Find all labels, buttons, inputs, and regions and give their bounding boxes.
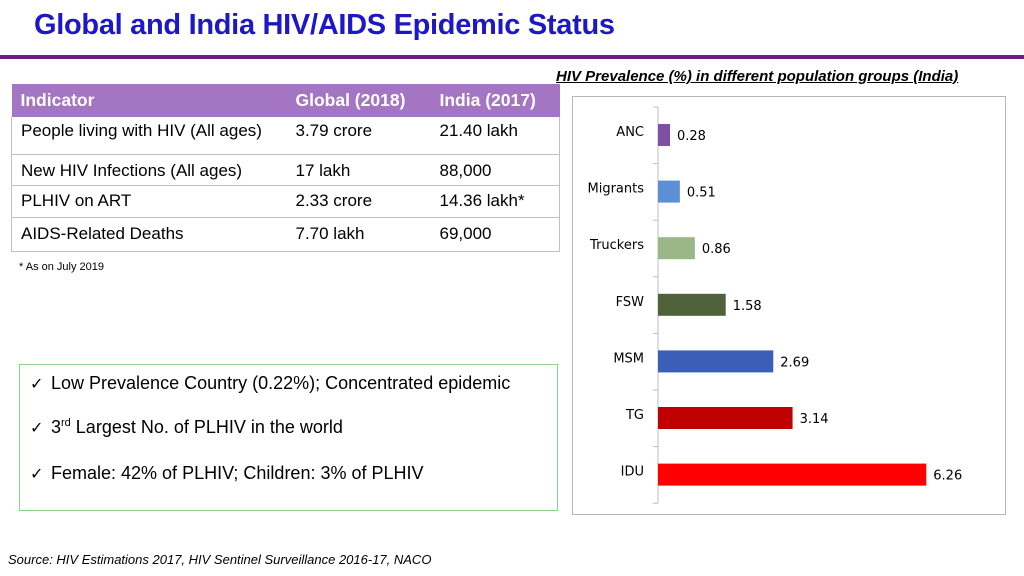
title-divider xyxy=(0,55,1024,59)
cell-indicator: PLHIV on ART xyxy=(11,185,287,218)
cell-india: 88,000 xyxy=(430,154,560,186)
value-label: 1.58 xyxy=(733,299,762,314)
table-row: PLHIV on ART 2.33 crore 14.36 lakh* xyxy=(11,185,560,218)
cell-india: 21.40 lakh xyxy=(430,117,560,155)
cell-global: 17 lakh xyxy=(286,154,431,186)
value-label: 3.14 xyxy=(800,412,829,427)
table-row: People living with HIV (All ages) 3.79 c… xyxy=(11,117,560,155)
table-row: AIDS-Related Deaths 7.70 lakh 69,000 xyxy=(11,217,560,252)
bar-fsw xyxy=(658,293,726,316)
category-label: ANC xyxy=(616,125,644,140)
fact-item: ✓ 3rd Largest No. of PLHIV in the world xyxy=(30,417,343,438)
category-label: FSW xyxy=(616,295,645,310)
table-footnote: * As on July 2019 xyxy=(19,261,105,273)
fact-superscript: rd xyxy=(61,417,71,429)
bar-anc xyxy=(658,124,670,146)
fact-text: Largest No. of PLHIV in the world xyxy=(70,417,343,437)
bar-truckers xyxy=(658,237,695,260)
bar-msm xyxy=(658,350,774,373)
checkmark-icon: ✓ xyxy=(30,420,44,437)
fact-item: ✓ Low Prevalence Country (0.22%); Concent… xyxy=(30,373,510,394)
cell-global: 2.33 crore xyxy=(286,185,431,218)
table-row: New HIV Infections (All ages) 17 lakh 88… xyxy=(11,154,560,186)
fact-item: ✓ Female: 42% of PLHIV; Children: 3% of P… xyxy=(30,463,424,484)
chart-title: HIV Prevalence (%) in different populati… xyxy=(556,68,959,85)
cell-global: 3.79 crore xyxy=(286,117,431,155)
cell-indicator: People living with HIV (All ages) xyxy=(11,117,287,155)
header-indicator: Indicator xyxy=(11,84,287,117)
fact-text: Low Prevalence Country (0.22%); Concentr… xyxy=(51,373,511,393)
value-label: 6.26 xyxy=(933,469,962,484)
value-label: 0.28 xyxy=(677,129,706,144)
fact-text-prefix: 3 xyxy=(51,417,62,437)
fact-text: Female: 42% of PLHIV; Children: 3% of PL… xyxy=(51,463,424,483)
prevalence-chart: ANC 0.28 Migrants 0.51 Truckers 0.86 FSW 1.58 MS… xyxy=(572,96,1006,515)
table-header-row: Indicator Global (2018) India (2017) xyxy=(11,84,560,117)
category-label: IDU xyxy=(621,465,644,480)
checkmark-icon: ✓ xyxy=(30,376,44,393)
category-label: Migrants xyxy=(587,182,644,197)
bar-idu xyxy=(658,463,927,486)
source-note: Source: HIV Estimations 2017, HIV Sentin… xyxy=(8,552,432,567)
bar-tg xyxy=(658,407,793,429)
cell-india: 14.36 lakh* xyxy=(430,185,560,218)
page-title: Global and India HIV/AIDS Epidemic Statu… xyxy=(34,9,615,41)
cell-indicator: New HIV Infections (All ages) xyxy=(11,154,287,186)
cell-indicator: AIDS-Related Deaths xyxy=(11,217,287,252)
key-facts-box: ✓ Low Prevalence Country (0.22%); Concent… xyxy=(19,364,558,511)
checkmark-icon: ✓ xyxy=(30,466,44,483)
header-india: India (2017) xyxy=(430,84,560,117)
chart-canvas: ANC 0.28 Migrants 0.51 Truckers 0.86 FSW 1.58 MS… xyxy=(587,106,962,504)
value-label: 0.51 xyxy=(687,186,716,201)
header-global: Global (2018) xyxy=(286,84,431,117)
indicator-table: Indicator Global (2018) India (2017) Peo… xyxy=(11,84,560,252)
value-label: 0.86 xyxy=(702,242,731,257)
category-label: Truckers xyxy=(589,238,644,253)
cell-india: 69,000 xyxy=(430,217,560,252)
value-label: 2.69 xyxy=(780,355,809,370)
category-label: MSM xyxy=(613,351,644,366)
category-label: TG xyxy=(625,408,644,423)
bar-migrants xyxy=(658,180,680,203)
cell-global: 7.70 lakh xyxy=(286,217,431,252)
